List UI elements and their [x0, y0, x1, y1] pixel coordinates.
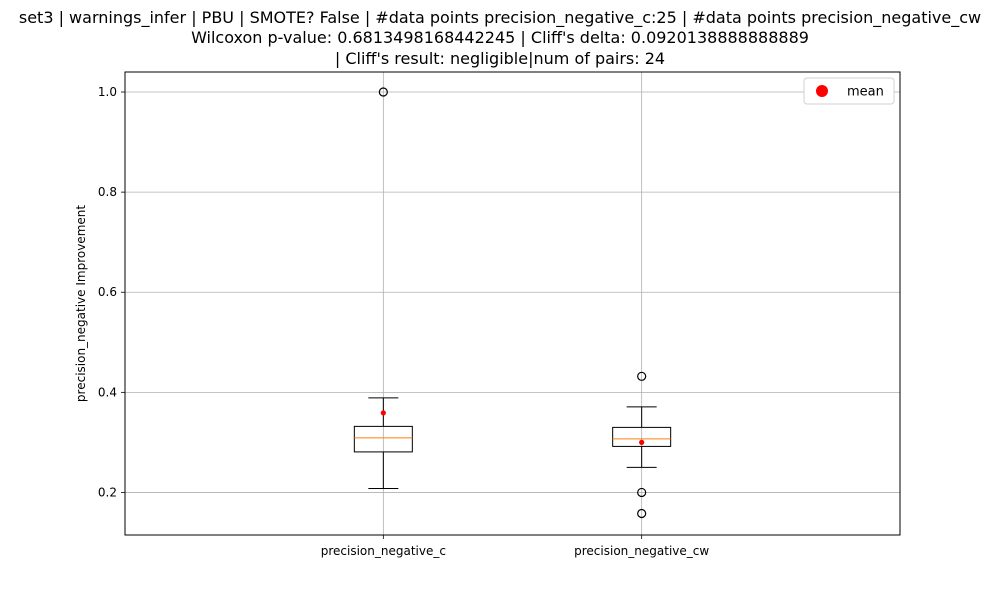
axes-frame	[124, 71, 901, 536]
y-axis-label: precision_negative Improvement	[74, 205, 88, 402]
outlier-point	[637, 508, 647, 519]
chart-title-line-3: | Cliff's result: negligible|num of pair…	[334, 49, 666, 68]
x-tick-label: precision_negative_cw	[574, 544, 709, 558]
legend-label: mean	[847, 85, 884, 100]
legend-mean-marker	[816, 85, 828, 97]
iqr-box	[353, 425, 413, 453]
y-tick-label: 0.2	[98, 485, 117, 499]
legend-frame	[803, 77, 895, 105]
y-tick-label: 1.0	[98, 85, 117, 99]
chart-title-line-2: Wilcoxon p-value: 0.6813498168442245 | C…	[191, 28, 809, 47]
x-tick-label: precision_negative_c	[321, 544, 446, 558]
grid	[125, 72, 900, 535]
plot-area	[353, 87, 672, 519]
iqr-box	[612, 426, 672, 447]
legend: mean	[803, 77, 895, 105]
outlier-point	[637, 371, 647, 381]
box-group-precision_negative_c	[353, 87, 413, 489]
outlier-point	[637, 487, 647, 498]
axis-ticks: 0.2 0.4 0.6 0.8 1.0 precision_negative_c preci…	[98, 85, 709, 558]
outlier-point	[378, 87, 388, 97]
y-tick-label: 0.8	[98, 185, 117, 199]
y-tick-label: 0.6	[98, 285, 117, 299]
box-group-precision_negative_cw	[612, 371, 672, 519]
mean-marker	[380, 410, 386, 416]
mean-marker	[639, 439, 645, 445]
y-tick-label: 0.4	[98, 385, 117, 399]
chart-title-line-1: set3 | warnings_infer | PBU | SMOTE? Fal…	[18, 8, 982, 27]
